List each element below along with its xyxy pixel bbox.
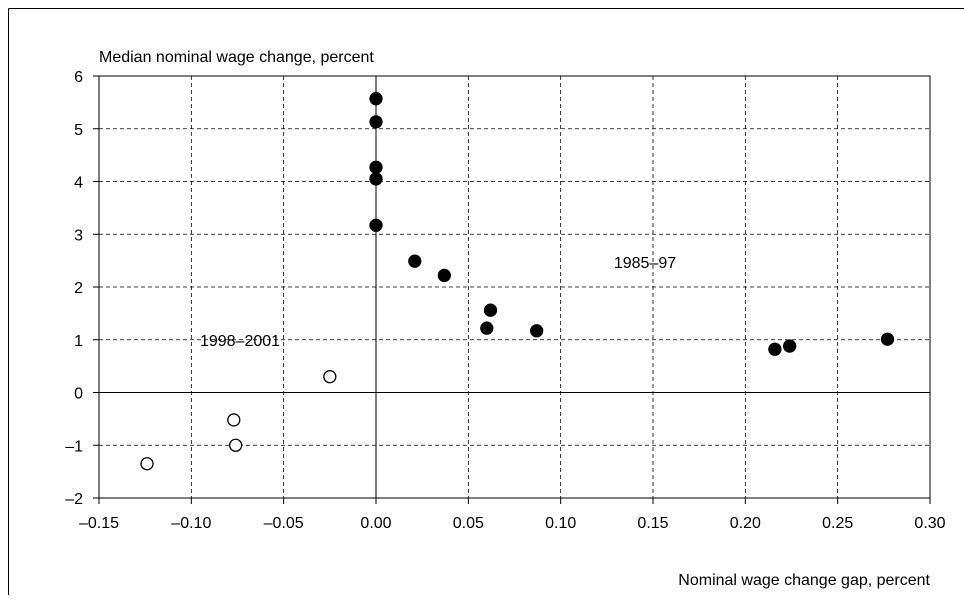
x-tick-label: –0.05: [264, 515, 304, 532]
point: [408, 254, 422, 268]
series-label: 1985–97: [614, 255, 676, 272]
x-tick-label: –0.15: [79, 515, 119, 532]
x-tick-label: 0.00: [360, 515, 391, 532]
x-axis-label: Nominal wage change gap, percent: [678, 572, 930, 589]
x-tick-label: 0.05: [453, 515, 484, 532]
y-tick-label: 4: [74, 175, 83, 192]
x-tick-label: 0.20: [730, 515, 761, 532]
point: [323, 370, 337, 384]
point: [530, 324, 544, 338]
y-tick-label: 2: [74, 280, 83, 297]
point: [369, 172, 383, 186]
y-axis-label: Median nominal wage change, percent: [99, 49, 374, 66]
point: [783, 339, 797, 353]
y-tick-label: 6: [74, 69, 83, 86]
point: [369, 218, 383, 232]
point: [480, 321, 494, 335]
point: [229, 438, 243, 452]
point: [140, 457, 154, 471]
y-tick-label: –2: [65, 491, 83, 508]
point: [369, 115, 383, 129]
y-tick-label: 3: [74, 227, 83, 244]
y-tick-label: 5: [74, 122, 83, 139]
y-tick-label: –1: [65, 438, 83, 455]
point: [768, 342, 782, 356]
point: [369, 92, 383, 106]
point: [880, 332, 895, 346]
x-tick-label: 0.10: [545, 515, 576, 532]
point: [437, 268, 451, 283]
x-tick-label: 0.15: [637, 515, 668, 532]
plot-border: [98, 75, 931, 499]
x-tick-label: –0.10: [171, 515, 211, 532]
x-tick-label: 0.25: [822, 515, 853, 532]
series-label: 1998–2001: [200, 333, 280, 350]
x-tick-label: 0.30: [914, 515, 945, 532]
point: [227, 413, 241, 427]
y-tick-label: 1: [74, 333, 83, 350]
point: [483, 303, 498, 317]
point: [369, 160, 383, 174]
y-tick-label: 0: [74, 386, 83, 403]
